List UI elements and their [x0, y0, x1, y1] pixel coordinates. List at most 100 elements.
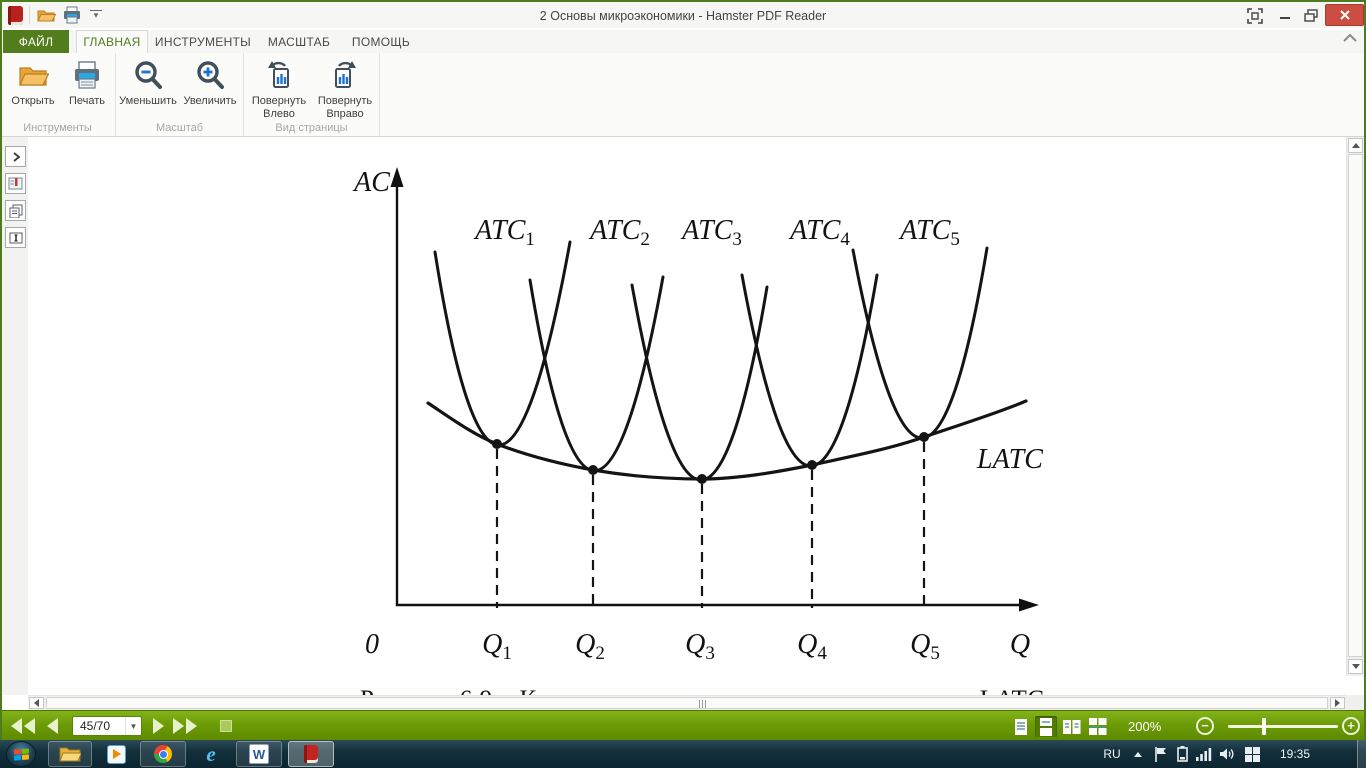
expand-panel-button[interactable]	[5, 146, 26, 167]
zoom-level-label: 200%	[1128, 719, 1162, 734]
restore-button[interactable]	[1299, 5, 1323, 27]
tab-help[interactable]: ПОМОЩЬ	[351, 34, 411, 49]
view-single-page-button[interactable]	[1010, 716, 1032, 737]
next-page-button[interactable]	[152, 718, 165, 739]
previous-page-button[interactable]	[46, 718, 59, 739]
fullscreen-button[interactable]	[1243, 5, 1267, 27]
x-axis-arrow	[1019, 598, 1039, 612]
folder-open-icon	[37, 10, 57, 22]
scroll-right-button[interactable]	[1330, 697, 1345, 709]
q5-tick-label: Q5	[910, 629, 940, 664]
pdf-page[interactable]: AC ATC1 ATC2 ATC3 ATC4 ATC5 LATC 0 Q1 Q2…	[28, 137, 1346, 695]
scrollbar-corner	[1346, 695, 1364, 710]
x-axis-label: Q	[1010, 629, 1030, 660]
printer-icon	[69, 57, 105, 93]
language-indicator[interactable]: RU	[1103, 747, 1121, 761]
tangency-point-q4	[807, 460, 817, 470]
thumbnails-panel-button[interactable]	[5, 200, 26, 221]
text-select-icon	[9, 232, 22, 243]
scroll-down-button[interactable]	[1348, 659, 1363, 674]
rotate-right-button[interactable]: Повернуть Вправо	[313, 57, 377, 121]
taskbar: e W RU	[0, 740, 1366, 768]
quick-open-button[interactable]	[36, 5, 57, 30]
previous-page-icon	[47, 718, 58, 734]
show-desktop-button[interactable]	[1357, 740, 1366, 768]
combobox-dropdown-icon[interactable]: ▼	[125, 717, 141, 735]
taskbar-chrome-button[interactable]	[140, 741, 186, 767]
tab-tools[interactable]: ИНСТРУМЕНТЫ	[154, 34, 252, 49]
origin-label: 0	[365, 629, 379, 660]
tray-volume-button[interactable]	[1217, 741, 1239, 767]
vertical-scrollbar-thumb[interactable]	[1348, 154, 1363, 657]
scroll-up-button[interactable]	[1348, 138, 1363, 153]
atc2-curve	[528, 275, 665, 473]
rotate-left-icon	[261, 57, 297, 93]
rotate-left-button[interactable]: Повернуть Влево	[247, 57, 311, 121]
q1-tick-label: Q1	[482, 629, 512, 664]
stop-icon[interactable]	[220, 720, 232, 732]
zoom-out-button[interactable]: Уменьшить	[118, 57, 178, 108]
zoom-slider-handle[interactable]	[1262, 718, 1266, 735]
ribbon-group-pageview: Повернуть Влево Повернуть Вправо Вид стр…	[244, 53, 380, 136]
chrome-icon	[154, 745, 172, 763]
atc2-label: ATC2	[588, 215, 650, 250]
collapse-ribbon-button[interactable]	[1342, 31, 1362, 47]
tray-flag-button[interactable]	[1150, 741, 1170, 767]
clock[interactable]: 19:35	[1279, 747, 1311, 761]
tray-battery-button[interactable]	[1172, 741, 1192, 767]
horizontal-scrollbar[interactable]	[28, 695, 1346, 710]
ribbon-group-tools: Открыть Печать Инструменты	[0, 53, 116, 136]
view-facing-button[interactable]	[1060, 716, 1082, 737]
print-button[interactable]: Печать	[64, 57, 110, 108]
tray-expand-button[interactable]	[1130, 741, 1146, 767]
tray-metro-button[interactable]	[1241, 741, 1263, 767]
taskbar-ie-button[interactable]: e	[190, 741, 232, 767]
taskbar-mediaplayer-button[interactable]	[96, 741, 136, 767]
divider	[29, 6, 30, 24]
text-select-button[interactable]	[5, 227, 26, 248]
horizontal-scrollbar-thumb[interactable]	[46, 697, 1328, 709]
zoom-slider-track[interactable]	[1228, 725, 1338, 728]
latc-label: LATC	[976, 444, 1043, 475]
zoom-in-button[interactable]: Увеличить	[180, 57, 240, 108]
page-number-combobox[interactable]: 45/70 ▼	[72, 716, 142, 736]
minus-icon: −	[1201, 718, 1209, 733]
open-button[interactable]: Открыть	[6, 57, 60, 108]
view-continuous-button[interactable]	[1035, 716, 1057, 737]
atc3-label: ATC3	[680, 215, 742, 250]
start-button[interactable]	[6, 741, 36, 767]
zoom-out-icon	[130, 57, 166, 93]
q3-tick-label: Q3	[685, 629, 715, 664]
taskbar-explorer-button[interactable]	[48, 741, 92, 767]
hamster-pdf-reader-icon	[304, 745, 318, 763]
zoom-in-step-button[interactable]: +	[1342, 717, 1360, 735]
atc4-label: ATC4	[788, 215, 850, 250]
bookmarks-panel-button[interactable]	[5, 173, 26, 194]
tab-file[interactable]: ФАЙЛ	[3, 30, 69, 53]
view-facing-continuous-button[interactable]	[1086, 716, 1108, 737]
folder-open-icon	[15, 57, 51, 93]
tab-home[interactable]: ГЛАВНАЯ	[76, 30, 148, 53]
tray-network-button[interactable]	[1193, 741, 1215, 767]
close-button[interactable]	[1325, 4, 1364, 26]
first-page-button[interactable]	[10, 718, 36, 739]
quick-print-button[interactable]	[62, 5, 82, 30]
y-axis-arrow	[390, 167, 404, 187]
ribbon-group-scale: Уменьшить Увеличить Масштаб	[116, 53, 244, 136]
last-page-button[interactable]	[172, 718, 198, 739]
taskbar-pdf-reader-button[interactable]	[288, 741, 334, 767]
minimize-icon	[1280, 17, 1290, 19]
minimize-button[interactable]	[1273, 5, 1297, 27]
tangency-point-q5	[919, 432, 929, 442]
quick-access-more-button[interactable]: ▾	[90, 10, 102, 20]
atc1-label: ATC1	[473, 215, 535, 250]
q2-tick-label: Q2	[575, 629, 605, 664]
zoom-in-icon	[192, 57, 228, 93]
zoom-out-step-button[interactable]: −	[1196, 717, 1214, 735]
tab-scale[interactable]: МАСШТАБ	[267, 34, 331, 49]
vertical-scrollbar[interactable]	[1346, 137, 1364, 676]
taskbar-word-button[interactable]: W	[236, 741, 282, 767]
scroll-left-button[interactable]	[29, 697, 44, 709]
atc5-label: ATC5	[898, 215, 960, 250]
windows-grid-icon	[1244, 746, 1260, 762]
